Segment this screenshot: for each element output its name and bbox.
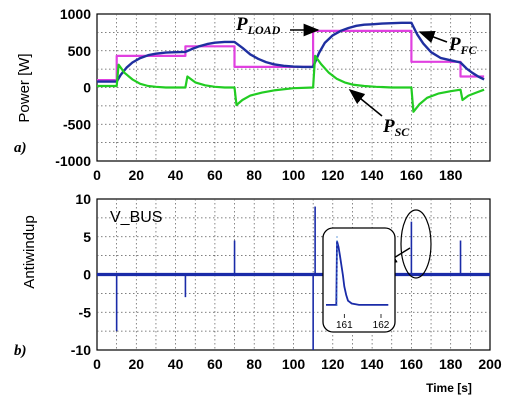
y-tick-label: 10: [75, 191, 91, 207]
series-line-fc: [97, 21, 485, 83]
x-tick-label: 100: [282, 167, 306, 183]
y-tick-label: -10: [71, 342, 91, 358]
inset-tick-label: 161: [336, 320, 353, 331]
inset-frame: [322, 227, 396, 333]
x-tick-label: 120: [321, 356, 345, 372]
antiwindup-y-axis-label: Antiwindup: [21, 215, 38, 288]
x-tick-label: 160: [400, 356, 424, 372]
x-tick-label: 80: [246, 356, 262, 372]
vbus-label: V_BUS: [110, 209, 162, 226]
panel-label-a: a): [14, 140, 27, 156]
y-tick-label: 500: [68, 43, 92, 59]
antiwindup-x-axis-label: Time [s]: [426, 381, 472, 395]
x-tick-label: 160: [400, 167, 424, 183]
x-tick-label: 20: [129, 167, 145, 183]
series-line-sc: [97, 54, 485, 113]
x-tick-label: 20: [129, 356, 145, 372]
panel-label-b: b): [14, 343, 27, 359]
x-tick-label: 100: [282, 356, 306, 372]
zoom-ellipse: [400, 209, 432, 279]
power-y-axis-label: Power [W]: [16, 53, 33, 122]
antiwindup-chart: 0 20 40 60 80 100 120 140 160 180 200 10 5 0 -5 -10 Ant…: [14, 191, 502, 395]
x-tick-label: 80: [246, 167, 262, 183]
x-tick-label: 60: [207, 356, 223, 372]
x-tick-label: 40: [168, 167, 184, 183]
x-tick-label: 120: [321, 167, 345, 183]
annotation-p-load: PLOAD: [235, 14, 281, 37]
inset-tick-label: 162: [373, 320, 390, 331]
x-tick-label: 180: [439, 167, 463, 183]
y-tick-label: 0: [83, 80, 91, 96]
y-tick-label: 1000: [60, 6, 91, 22]
y-tick-label: -500: [63, 116, 91, 132]
x-tick-label: 60: [207, 167, 223, 183]
annotation-p-sc: PSC: [382, 116, 410, 139]
y-tick-label: 5: [83, 229, 91, 245]
y-tick-label: -5: [79, 304, 92, 320]
x-tick-label: 40: [168, 356, 184, 372]
x-tick-label: 0: [93, 167, 101, 183]
x-tick-label: 140: [360, 167, 384, 183]
inset-series-line: [326, 240, 389, 306]
y-tick-label: -1000: [55, 153, 91, 169]
arrow-p-sc: [348, 88, 383, 117]
annotation-p-fc: PFC: [448, 34, 478, 57]
x-tick-label: 0: [93, 356, 101, 372]
y-tick-label: 0: [83, 267, 91, 283]
x-tick-label: 180: [439, 356, 463, 372]
power-chart: 0 20 40 60 80 100 120 140 160 180 1000 500 0 -500 -100…: [14, 6, 491, 183]
zoom-inset: 161 162: [322, 227, 396, 333]
arrow-p-fc: [418, 30, 448, 44]
x-tick-label: 200: [478, 356, 502, 372]
x-tick-label: 140: [360, 356, 384, 372]
